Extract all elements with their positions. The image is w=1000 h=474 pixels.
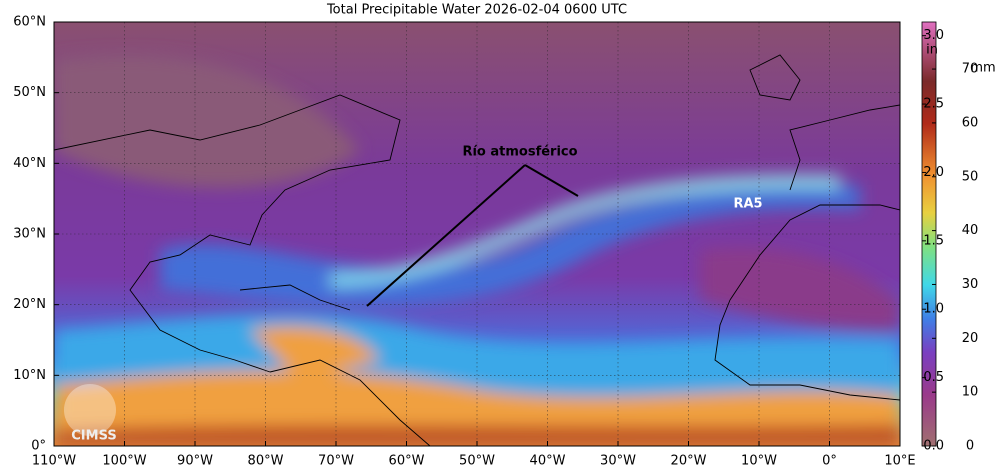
logo: CIMSS — [71, 429, 116, 444]
lon-label: 0° — [822, 454, 837, 469]
lon-label: 40°W — [530, 454, 566, 469]
lat-label: 50°N — [13, 85, 46, 100]
annotation-label: Río atmosférico — [462, 145, 577, 160]
lon-label: 100°W — [102, 454, 146, 469]
lon-label: 70°W — [318, 454, 354, 469]
lon-label: 60°W — [389, 454, 425, 469]
colorbar-unit: mm — [970, 61, 995, 76]
lat-label: 60°N — [13, 15, 46, 30]
colorbar-mm-label: 10 — [962, 385, 979, 400]
annotation-line — [366, 164, 526, 307]
colorbar-in-label: 0.5 — [923, 370, 944, 385]
colorbar-mm-label: 60 — [962, 115, 979, 130]
colorbar-mm-label: 0 — [966, 439, 974, 454]
annotation-line — [524, 164, 579, 197]
lat-label: 0° — [31, 439, 46, 454]
lon-label: 20°W — [671, 454, 707, 469]
colorbar-in-label: 2.0 — [923, 165, 944, 180]
lon-label: 10°W — [741, 454, 777, 469]
logo-mark — [64, 384, 116, 436]
colorbar-in-label: 1.0 — [923, 302, 944, 317]
colorbar-in-label: 2.5 — [923, 97, 944, 112]
colorbar-in-label: 3.0 — [923, 28, 944, 43]
lon-label: 50°W — [459, 454, 495, 469]
lat-label: 20°N — [13, 297, 46, 312]
lon-label: 10°E — [884, 454, 915, 469]
colorbar-mm-label: 40 — [962, 223, 979, 238]
colorbar-mm-label: 30 — [962, 277, 979, 292]
title: Total Precipitable Water 2026-02-04 0600… — [326, 3, 627, 18]
lon-label: 80°W — [248, 454, 284, 469]
colorbar-mm-label: 50 — [962, 169, 979, 184]
lon-label: 90°W — [177, 454, 213, 469]
colorbar-mm-label: 70 — [962, 62, 979, 77]
lat-label: 30°N — [13, 227, 46, 242]
colorbar-unit: in — [926, 43, 938, 58]
lon-label: 110°W — [32, 454, 76, 469]
lat-label: 10°N — [13, 368, 46, 383]
lon-label: 30°W — [600, 454, 636, 469]
colorbar-mm-label: 20 — [962, 331, 979, 346]
colorbar-in-label: 1.5 — [923, 233, 944, 248]
map-frame — [53, 21, 901, 447]
lat-label: 40°N — [13, 156, 46, 171]
colorbar — [921, 21, 937, 447]
annotation-label: RA5 — [733, 197, 762, 212]
